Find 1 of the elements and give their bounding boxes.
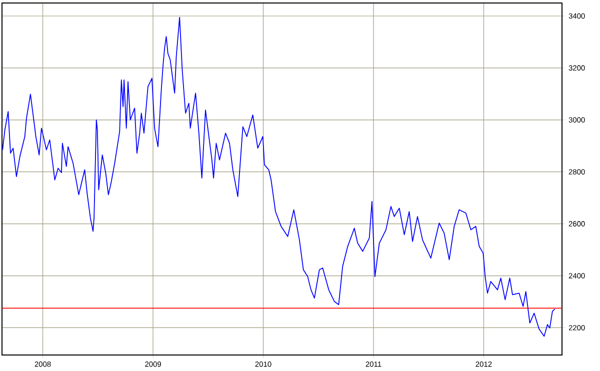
line-series: [2, 16, 556, 337]
